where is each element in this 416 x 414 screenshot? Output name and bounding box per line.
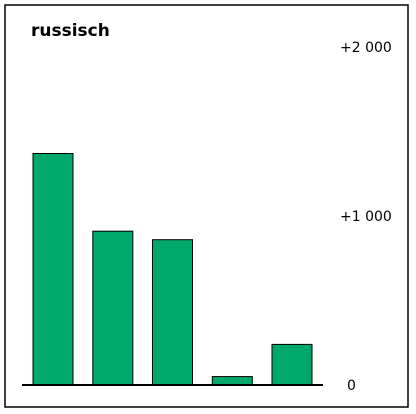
bar-1	[32, 153, 74, 386]
bar-2	[92, 230, 134, 386]
y-tick-label: +2 000	[340, 40, 392, 56]
bar-4	[211, 376, 253, 386]
bar-5	[271, 343, 313, 386]
bar-3	[152, 239, 193, 386]
y-tick-label: +1 000	[340, 209, 392, 225]
chart-title: russisch	[31, 21, 110, 41]
bars-group	[32, 153, 313, 386]
y-tick-labels: 0 +1 000 +2 000	[340, 40, 392, 394]
y-tick-label: 0	[347, 378, 356, 394]
